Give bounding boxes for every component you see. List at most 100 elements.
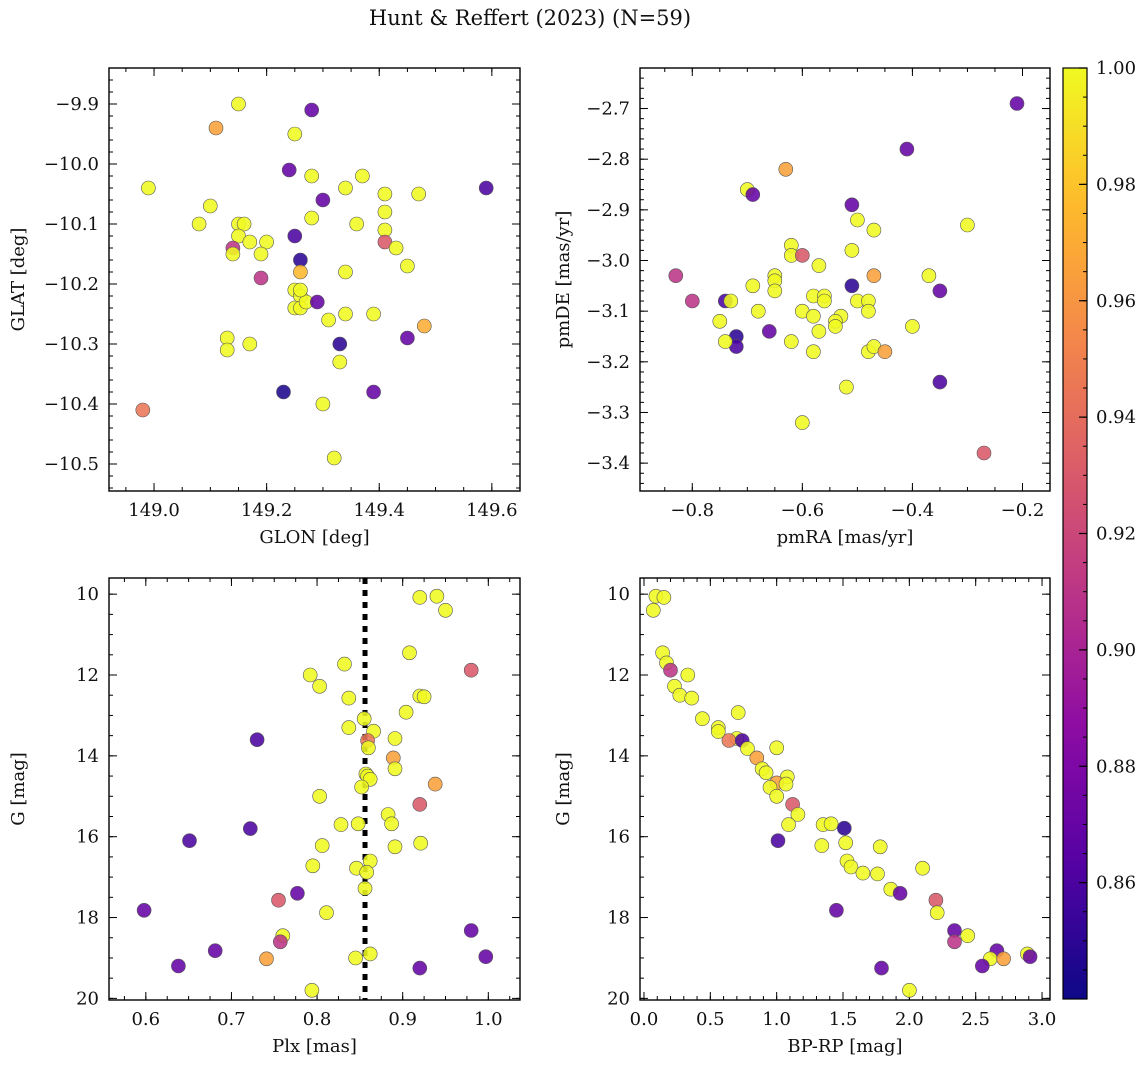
y-tick-label: −3.4	[586, 453, 630, 474]
y-tick-label: 20	[76, 988, 99, 1009]
data-point	[321, 312, 336, 328]
data-point	[663, 662, 678, 678]
data-point	[823, 816, 839, 832]
data-point	[305, 858, 321, 874]
data-point	[141, 180, 156, 196]
data-point	[814, 838, 830, 853]
y-axis-label: G [mag]	[553, 752, 574, 825]
y-tick-label: 20	[607, 988, 630, 1009]
data-point	[412, 590, 428, 605]
data-point	[790, 807, 806, 822]
data-point	[361, 740, 376, 756]
data-point	[319, 905, 334, 921]
data-point	[438, 602, 453, 618]
data-point	[341, 720, 357, 735]
data-point	[866, 222, 882, 238]
data-point	[355, 168, 370, 184]
axes-frame	[639, 577, 1051, 1001]
data-point	[1022, 949, 1038, 965]
data-point	[778, 776, 794, 792]
y-tick-label: −9.9	[55, 94, 99, 115]
data-point	[870, 866, 885, 882]
data-point	[315, 396, 331, 412]
data-point	[928, 892, 944, 908]
x-tick-label: 0.7	[217, 1009, 246, 1030]
data-point	[377, 204, 393, 220]
points-sky	[135, 96, 494, 466]
data-point	[761, 324, 777, 339]
x-tick-label: 0.9	[388, 1009, 417, 1030]
data-point	[225, 246, 241, 262]
data-point	[794, 415, 810, 430]
axes-frame	[108, 577, 521, 1001]
data-point	[806, 308, 821, 324]
data-point	[388, 240, 404, 256]
data-point	[413, 835, 429, 851]
ticks-cmd-color	[640, 578, 1050, 1000]
data-point	[932, 283, 948, 299]
data-point	[231, 96, 246, 112]
data-point	[668, 268, 684, 284]
data-point	[338, 306, 353, 322]
y-tick-label: −10.3	[44, 334, 99, 355]
data-point	[207, 943, 223, 959]
data-point	[304, 168, 320, 184]
data-point	[253, 246, 269, 262]
y-tick-label: 10	[607, 584, 630, 605]
data-point	[947, 934, 962, 950]
data-point	[778, 162, 794, 177]
data-point	[332, 354, 348, 370]
colorbar-tick-label: 0.86	[1096, 873, 1136, 894]
data-point	[366, 384, 381, 400]
data-point	[899, 141, 915, 157]
data-point	[769, 788, 785, 804]
y-tick-label: 12	[76, 665, 99, 686]
data-point	[348, 950, 363, 966]
data-point	[695, 711, 710, 727]
data-point	[293, 264, 308, 280]
data-point	[387, 761, 403, 777]
y-axis-label: pmDE [mas/yr]	[553, 211, 574, 349]
x-tick-label: 3.0	[1028, 1009, 1057, 1030]
data-point	[312, 788, 327, 804]
data-point	[828, 319, 843, 334]
data-point	[362, 946, 378, 962]
figure-title: Hunt & Reffert (2023) (N=59)	[368, 6, 692, 30]
x-axis-label: BP-RP [mag]	[787, 1036, 902, 1057]
data-point	[293, 282, 308, 298]
x-tick-label: 0.6	[131, 1009, 160, 1030]
x-tick-label: 149.4	[353, 500, 405, 521]
data-point	[231, 228, 246, 244]
data-point	[402, 645, 417, 661]
data-point	[287, 126, 303, 142]
data-point	[304, 210, 320, 226]
data-point	[811, 324, 827, 339]
data-point	[359, 864, 375, 880]
data-point	[838, 835, 854, 851]
y-tick-label: 10	[76, 584, 99, 605]
data-point	[377, 234, 393, 250]
data-point	[794, 248, 810, 263]
y-axis-label: GLAT [deg]	[8, 228, 29, 332]
x-tick-label: 1.5	[829, 1009, 858, 1030]
colorbar-tick-label: 0.96	[1096, 291, 1136, 312]
data-point	[354, 779, 369, 795]
data-point	[332, 336, 348, 352]
data-point	[478, 949, 494, 965]
x-tick-label: 149.6	[466, 500, 518, 521]
points-pm	[668, 96, 1025, 461]
data-point	[850, 212, 865, 228]
panel-cmd-plx: 0.6 0.7 0.8 0.9 1.0 10 12 14 16 18 20 Plx [mas] G [m…	[8, 577, 521, 1057]
data-point	[350, 816, 366, 832]
y-tick-label: −3.3	[586, 402, 630, 423]
data-point	[844, 243, 860, 258]
data-point	[836, 820, 852, 836]
data-point	[844, 197, 860, 213]
data-point	[281, 162, 297, 178]
data-point	[384, 816, 399, 832]
data-point	[337, 656, 352, 672]
panel-cmd-color: 0.0 0.5 1.0 1.5 2.0 2.5 3.0 10 12 14 16 18 20 BP-RP […	[553, 577, 1057, 1057]
panel-sky: 149.0 149.2 149.4 149.6 −9.9 −10.0 −10.1 −10.2 −…	[8, 67, 521, 548]
data-point	[811, 258, 827, 273]
